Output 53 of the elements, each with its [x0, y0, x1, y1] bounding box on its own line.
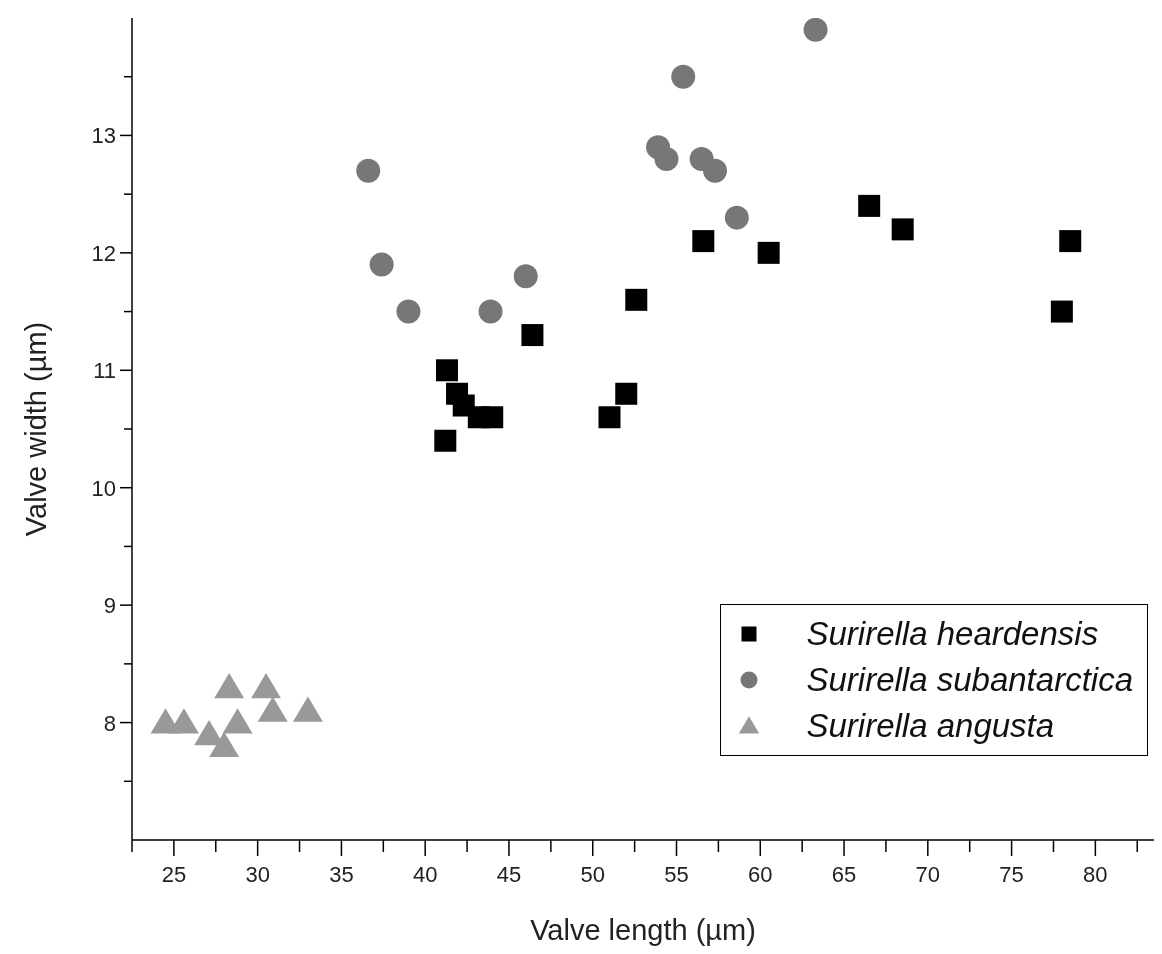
x-tick-label: 55 — [664, 862, 689, 887]
point — [478, 299, 503, 324]
point — [858, 194, 881, 217]
y-axis-title: Valve width (µm) — [19, 321, 52, 537]
point — [209, 731, 240, 758]
point — [292, 696, 323, 722]
point — [356, 158, 381, 183]
point — [214, 673, 245, 699]
y-tick-label: 13 — [91, 123, 116, 149]
point — [434, 429, 457, 452]
x-tick-label: 50 — [580, 862, 605, 887]
x-tick-label: 30 — [245, 862, 270, 887]
x-tick-label: 45 — [496, 862, 522, 887]
x-tick-label: 80 — [1083, 862, 1108, 887]
legend-label: Surirella heardensis — [806, 615, 1099, 653]
point — [251, 673, 281, 699]
point — [703, 158, 728, 183]
point — [481, 406, 504, 429]
x-axis-title: Valve length (µm) — [530, 914, 756, 946]
y-tick-label: 11 — [93, 358, 116, 384]
x-tick-label: 70 — [915, 862, 941, 887]
point — [671, 64, 696, 89]
y-tick-label: 12 — [91, 240, 116, 266]
x-tick-label: 25 — [161, 862, 187, 887]
point — [692, 230, 715, 253]
point — [435, 359, 458, 382]
y-tick-label: 9 — [103, 593, 116, 619]
y-tick-label: 10 — [91, 475, 116, 501]
point — [396, 299, 421, 324]
point — [654, 146, 679, 171]
point — [598, 406, 621, 429]
x-tick-label: 65 — [831, 862, 857, 887]
point — [513, 264, 538, 289]
x-tick-label: 40 — [412, 862, 438, 887]
point — [168, 708, 199, 734]
point — [891, 218, 914, 241]
x-tick-label: 60 — [748, 862, 773, 887]
point — [1050, 300, 1073, 323]
x-tick-label: 75 — [999, 862, 1024, 887]
point — [369, 252, 394, 277]
point — [257, 696, 288, 722]
point — [615, 382, 638, 405]
y-tick-label: 8 — [103, 710, 116, 736]
x-tick-label: 35 — [329, 862, 354, 887]
point — [803, 18, 828, 42]
point — [521, 324, 544, 347]
point — [1059, 230, 1082, 253]
point — [724, 205, 749, 230]
point — [757, 241, 780, 264]
legend-label: Surirella subantarctica — [806, 661, 1133, 699]
legend-label: Surirella angusta — [806, 707, 1055, 745]
point — [625, 288, 648, 311]
point — [222, 708, 253, 734]
